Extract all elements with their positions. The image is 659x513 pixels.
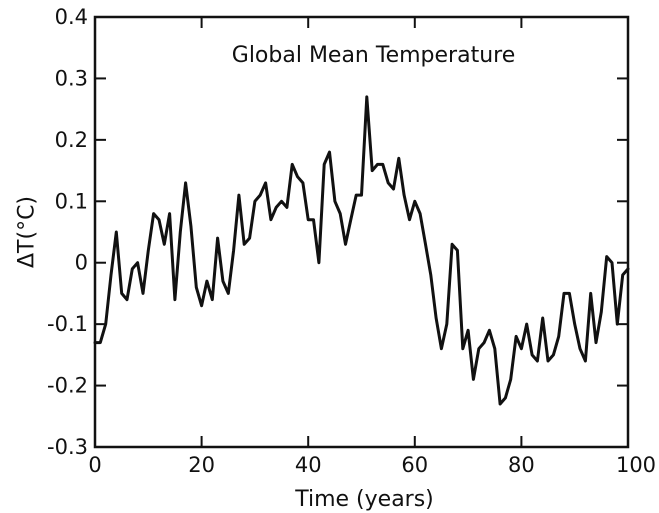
x-tick-label: 100 (616, 453, 656, 477)
y-tick-label: 0.3 (55, 66, 88, 90)
y-tick-label: -0.3 (47, 435, 88, 459)
y-tick-label: -0.1 (47, 312, 88, 336)
plot-frame (93, 15, 630, 449)
chart-title: Global Mean Temperature (232, 43, 515, 68)
y-tick-label: 0.2 (55, 128, 88, 152)
series-layer (93, 95, 630, 406)
y-axis-label: ΔT(°C) (15, 196, 40, 268)
x-tick-label: 40 (295, 453, 322, 477)
series-line-0 (93, 95, 630, 406)
y-tick-label: 0.1 (55, 189, 88, 213)
x-axis-label: Time (years) (294, 487, 434, 512)
x-tick-label: 60 (401, 453, 428, 477)
y-tick-label: -0.2 (47, 374, 88, 398)
x-tick-label: 20 (188, 453, 215, 477)
x-axis-ticks: 0 20 40 60 80 100 (88, 17, 656, 477)
x-tick-label: 80 (508, 453, 535, 477)
y-tick-label: 0 (75, 251, 88, 275)
y-tick-label: 0.4 (55, 5, 88, 29)
x-tick-label: 0 (88, 453, 101, 477)
plot-area: 0.4 0.3 0.2 0.1 0 -0.1 -0.2 -0.3 0 20 40 60 80 100 (47, 5, 656, 477)
y-axis-ticks: 0.4 0.3 0.2 0.1 0 -0.1 -0.2 -0.3 (47, 5, 628, 459)
